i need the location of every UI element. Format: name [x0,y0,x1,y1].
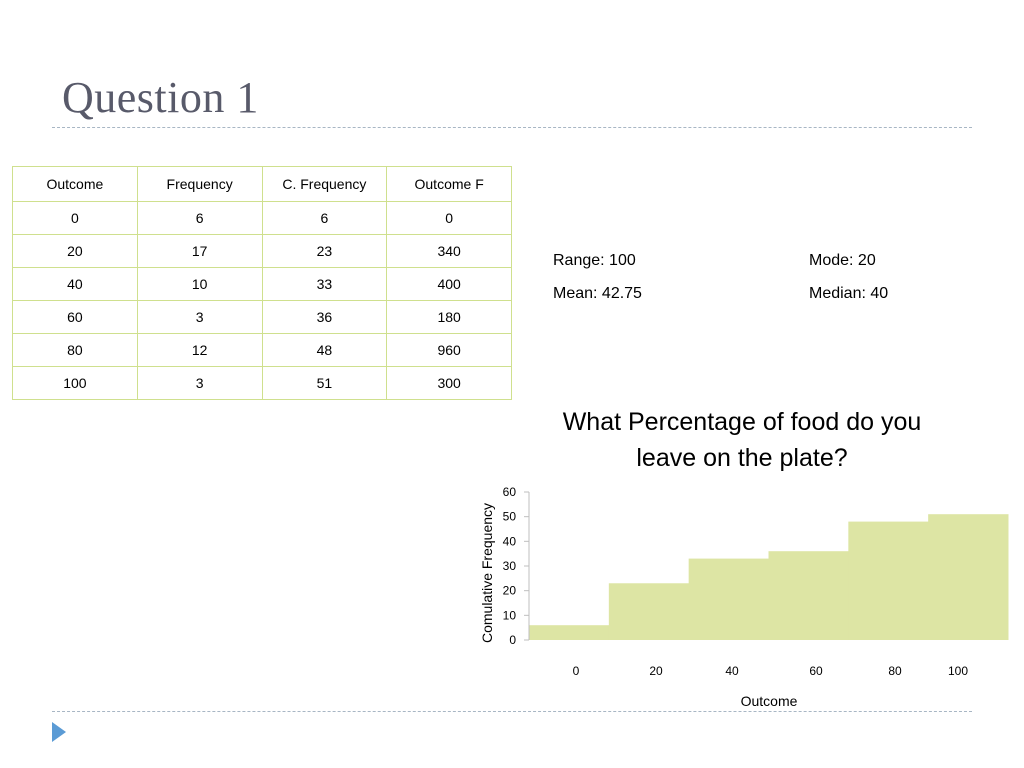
table-cell: 20 [12,234,138,268]
table-cell: 36 [261,300,388,334]
y-tick-label: 50 [503,510,517,524]
y-tick-label: 30 [503,559,517,573]
table-cell: 0 [386,201,512,235]
table-cell: 3 [136,366,263,400]
bar-100 [928,514,1009,640]
header-outcome-f: Outcome F [386,166,512,202]
chart-title: What Percentage of food do you leave on … [520,404,964,476]
title-divider [52,127,972,128]
table-row: 100 3 51 300 [12,366,512,400]
header-outcome: Outcome [12,166,138,202]
table-cell: 33 [261,267,388,301]
y-axis-label: Comulative Frequency [479,503,495,643]
table-row: 20 17 23 340 [12,234,512,268]
bar-0 [529,625,610,640]
y-tick-label: 10 [503,608,517,622]
table-cell: 10 [136,267,263,301]
bar-60 [768,551,849,640]
stat-mode: Mode: 20 [809,252,876,269]
table-cell: 23 [261,234,388,268]
table-row: 40 10 33 400 [12,267,512,301]
y-tick-label: 20 [503,584,517,598]
x-tick-label: 20 [649,664,663,678]
x-tick-label: 100 [948,664,968,678]
table-cell: 340 [386,234,512,268]
bar-80 [848,521,929,640]
table-header-row: Outcome Frequency C. Frequency Outcome F [12,166,512,202]
y-tick-label: 60 [503,485,517,499]
triangle-right-icon [52,722,66,742]
table-cell: 51 [261,366,388,400]
x-tick-label: 60 [809,664,823,678]
x-axis-label: Outcome [741,693,798,709]
table-cell: 180 [386,300,512,334]
y-tick-label: 0 [509,633,516,647]
x-tick-label: 0 [573,664,580,678]
stat-median: Median: 40 [809,285,889,302]
table-cell: 48 [261,333,388,367]
header-frequency: Frequency [136,166,263,202]
chart-title-line-1: What Percentage of food do you [562,408,922,436]
header-c-frequency: C. Frequency [261,166,388,202]
table-row: 80 12 48 960 [12,333,512,367]
table-cell: 960 [386,333,512,367]
x-tick-label: 40 [725,664,739,678]
bar-40 [688,558,769,640]
chart-title-line-2: leave on the plate? [636,444,848,472]
table-row: 0 6 6 0 [12,201,512,235]
table-cell: 300 [386,366,512,400]
table-cell: 100 [12,366,138,400]
table-row: 60 3 36 180 [12,300,512,334]
footer-divider [52,711,972,712]
bar-20 [608,583,690,640]
table-cell: 3 [136,300,263,334]
table-cell: 6 [261,201,388,235]
table-cell: 12 [136,333,263,367]
table-cell: 400 [386,267,512,301]
stat-mean: Mean: 42.75 [553,285,642,302]
table-cell: 6 [136,201,263,235]
table-cell: 17 [136,234,263,268]
y-tick-label: 40 [503,534,517,548]
table-cell: 0 [12,201,138,235]
frequency-table: Outcome Frequency C. Frequency Outcome F… [12,166,512,400]
stat-range: Range: 100 [553,252,636,269]
table-cell: 80 [12,333,138,367]
table-cell: 40 [12,267,138,301]
x-tick-label: 80 [888,664,902,678]
slide-title: Question 1 [62,73,259,122]
table-cell: 60 [12,300,138,334]
